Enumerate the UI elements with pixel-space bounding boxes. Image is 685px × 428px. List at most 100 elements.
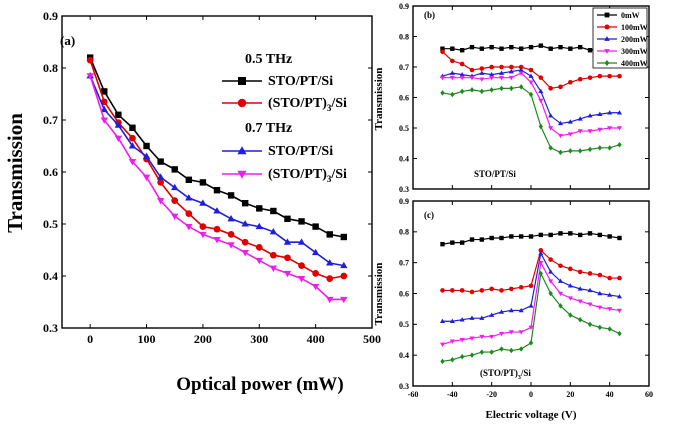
panel-b-data-point: [607, 110, 613, 115]
panel-b-data-point: [558, 44, 563, 50]
panel-b-data-point: [498, 75, 505, 81]
panel-b-data-point: [538, 75, 544, 80]
panel-a-xtick-label: 0: [87, 332, 93, 346]
panel-a-ytick-label: 0.9: [43, 9, 58, 23]
panel-a-data-point: [185, 194, 193, 201]
panel-b-data-point: [459, 48, 465, 53]
panel-a-data-point: [199, 179, 207, 186]
panel-b-legend-marker: [604, 12, 610, 18]
panel-a-legend-marker: [237, 146, 247, 155]
panel-b-data-point: [518, 71, 524, 76]
panel-c-data-point: [577, 299, 583, 304]
panel-b-legend-marker: [604, 60, 610, 66]
panel-a-xtick-label: 100: [138, 332, 156, 346]
panel-c-data-point: [617, 330, 622, 337]
panel-a-data-point: [283, 238, 292, 245]
panel-b-legend-marker: [604, 49, 610, 54]
panel-b-data-point: [518, 46, 524, 51]
panel-b-data-point: [568, 148, 573, 154]
panel-b-data-point: [538, 88, 544, 94]
panel-a-data-point: [199, 199, 207, 206]
panel-c-data-point: [617, 275, 622, 281]
panel-a-data-point: [128, 142, 137, 149]
panel-c-xtick-label: 0: [529, 390, 533, 399]
panel-b-data-point: [607, 145, 612, 151]
panel-b-data-point: [479, 70, 485, 75]
panel-a-data-point: [115, 111, 122, 118]
panel-a-xtick-label: 500: [363, 332, 381, 346]
panel-b-data-point: [508, 68, 514, 74]
panel-a-data-point: [241, 220, 249, 227]
panel-c-data-point: [557, 291, 564, 297]
panel-a-data-point: [256, 205, 263, 212]
panel-c-data-point: [597, 324, 603, 331]
panel-b-data-point: [528, 67, 534, 73]
panel-c-ytick-label: 0.9: [399, 197, 409, 206]
panel-b-data-point: [518, 64, 524, 70]
panel-a-xtick-label: 300: [250, 332, 268, 346]
panel-c-data-point: [450, 357, 455, 363]
panel-c-data-point: [548, 257, 553, 262]
panel-c-data-point: [528, 340, 534, 346]
panel-a-data-point: [171, 213, 179, 221]
panel-c-xlabel: Electric voltage (V): [485, 409, 576, 421]
panel-a-ytick-label: 0.6: [43, 165, 58, 179]
panel-c-data-point: [548, 290, 553, 297]
panel-c-data-point: [548, 232, 553, 238]
panel-a-data-point: [283, 270, 292, 278]
panel-c-data-point: [489, 312, 495, 317]
panel-c-data-point: [548, 279, 554, 284]
panel-c-data-point: [567, 283, 573, 288]
panel-c-data-point: [469, 237, 475, 242]
panel-a-data-point: [340, 272, 348, 280]
panel-a-data-point: [86, 73, 94, 80]
panel-b-data-point: [587, 75, 593, 80]
panel-b-data-point: [617, 142, 622, 148]
panel-b-data-point: [479, 46, 485, 51]
panel-c-xtick-label: 40: [606, 390, 614, 399]
panel-b-data-point: [538, 98, 544, 104]
panel-b-data-point: [567, 119, 573, 124]
panel-c-data-point: [587, 231, 593, 236]
panel-a-data-point: [100, 98, 108, 106]
panel-b-data-point: [459, 88, 465, 95]
panel-c-data-point: [567, 296, 573, 301]
panel-b-data-point: [538, 123, 544, 130]
panel-b-legend-marker: [604, 36, 610, 41]
panel-a-data-point: [185, 224, 193, 231]
panel-c-data-point: [597, 272, 603, 278]
panel-b-data-point: [489, 87, 494, 93]
panel-a-data-point: [100, 105, 108, 113]
panel-b-data-point: [450, 46, 455, 51]
panel-a-ytick-label: 0.7: [43, 113, 58, 127]
panel-c-data-point: [587, 321, 593, 328]
panel-a-data-point: [171, 183, 179, 191]
panel-c-data-point: [558, 263, 563, 269]
panel-c-data-point: [498, 309, 505, 314]
panel-a-legend-marker: [237, 98, 247, 108]
panel-b-data-point: [469, 44, 475, 50]
panel-a-data-point: [255, 244, 263, 251]
panel-c-data-point: [528, 325, 534, 331]
panel-b-ytick-label: 0.8: [399, 32, 409, 41]
panel-c-data-point: [489, 286, 494, 292]
panel-c-data-point: [439, 342, 446, 348]
panel-b-data-point: [489, 75, 495, 81]
panel-a-data-point: [284, 254, 291, 262]
panel-a-data-point: [213, 237, 221, 244]
panel-c-data-point: [518, 346, 524, 352]
panel-c-data-point: [607, 307, 613, 312]
panel-b-data-point: [518, 84, 524, 90]
panel-b-legend-marker: [604, 24, 610, 30]
panel-c-data-point: [499, 235, 504, 241]
panel-a-data-point: [129, 124, 136, 131]
panel-a-xtick-label: 200: [194, 332, 212, 346]
panel-a-data-point: [171, 197, 179, 204]
panel-b-data-point: [597, 145, 603, 151]
panel-c-data-point: [518, 285, 524, 290]
panel-c-data-point: [587, 287, 593, 293]
panel-b-ylabel: Transmission: [373, 68, 385, 131]
panel-c-data-point: [440, 358, 445, 365]
panel-a-data-point: [255, 222, 263, 230]
panel-a-data-point: [312, 223, 319, 230]
